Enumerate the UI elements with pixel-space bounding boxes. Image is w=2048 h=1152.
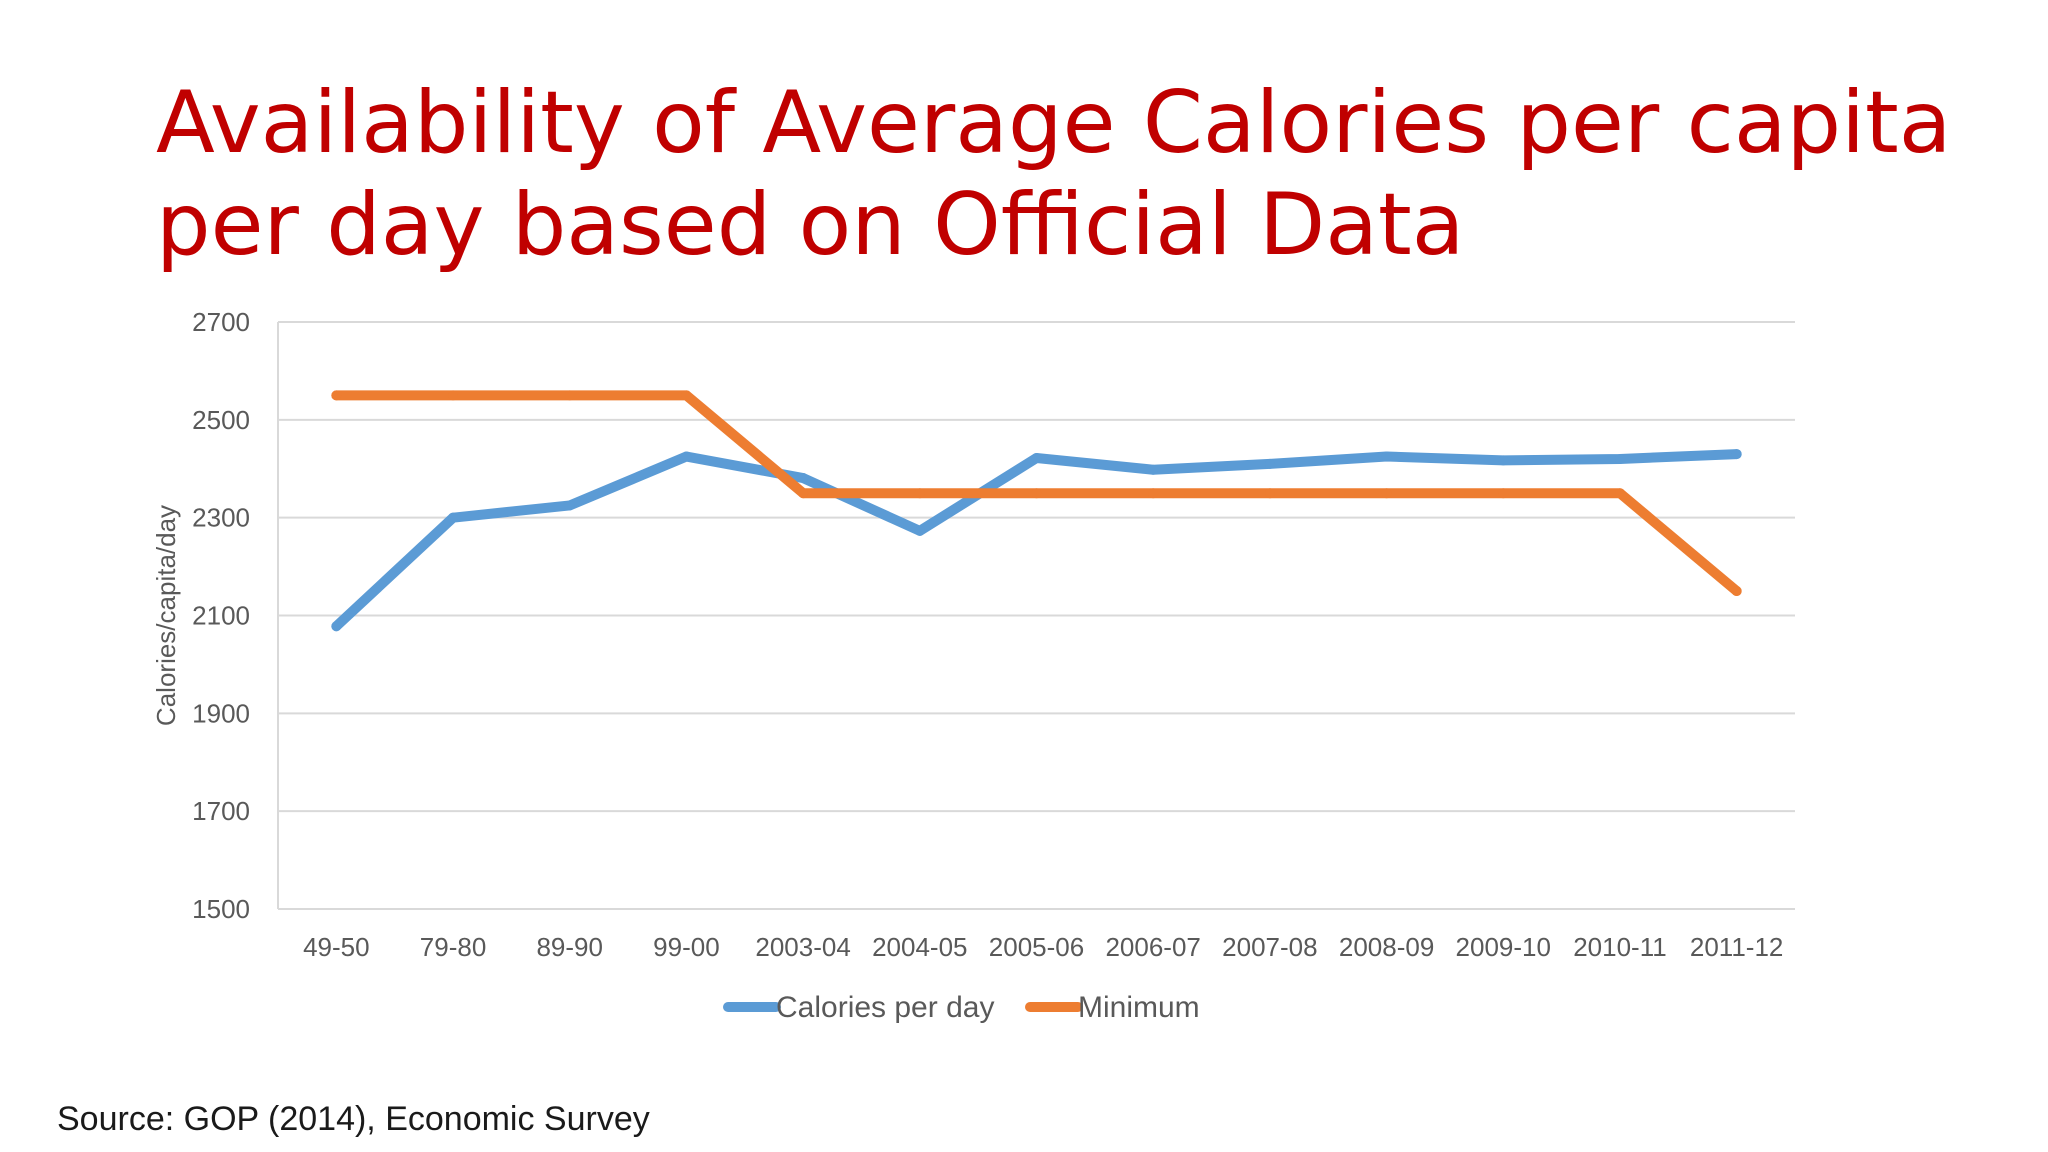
data-point xyxy=(1381,451,1392,462)
data-point xyxy=(914,488,925,499)
data-point xyxy=(1148,488,1159,499)
x-tick-label: 79-80 xyxy=(420,932,487,962)
y-tick-label: 2100 xyxy=(192,601,250,631)
data-point xyxy=(914,525,925,536)
x-tick-label: 2011-12 xyxy=(1690,932,1784,962)
y-tick-label: 2500 xyxy=(192,405,250,435)
slide-title: Availability of Average Calories per cap… xyxy=(156,73,1952,275)
x-tick-label: 2003-04 xyxy=(755,932,850,962)
data-point xyxy=(1498,488,1509,499)
x-tick-label: 2004-05 xyxy=(872,932,967,962)
data-point xyxy=(331,621,342,632)
calories-line-chart: 1500 1700 1900 2100 2300 2500 2700 49-50 79-80 8… xyxy=(151,307,1795,1024)
legend-label: Calories per day xyxy=(776,991,994,1024)
y-tick-label: 2700 xyxy=(192,307,250,337)
data-point xyxy=(1614,453,1625,464)
data-point xyxy=(448,512,459,523)
y-axis-title: Calories/capita/day xyxy=(151,505,181,726)
x-tick-label: 2007-08 xyxy=(1222,932,1317,962)
data-point xyxy=(1031,488,1042,499)
x-tick-label: 2009-10 xyxy=(1456,932,1551,962)
series-line-1 xyxy=(331,449,1742,632)
data-point xyxy=(1031,452,1042,463)
data-point xyxy=(564,500,575,511)
x-tick-label: 49-50 xyxy=(303,932,370,962)
y-tick-label: 2300 xyxy=(192,503,250,533)
data-point xyxy=(1731,449,1742,460)
series-lines xyxy=(331,390,1742,632)
data-point xyxy=(1264,488,1275,499)
data-point xyxy=(1614,488,1625,499)
x-tick-label: 2006-07 xyxy=(1105,932,1200,962)
data-point xyxy=(1498,455,1509,466)
data-point xyxy=(681,451,692,462)
gridlines xyxy=(277,321,1795,910)
legend-label: Minimum xyxy=(1078,991,1200,1024)
x-tick-label: 89-90 xyxy=(536,932,603,962)
data-point xyxy=(448,390,459,401)
x-tick-label: 99-00 xyxy=(653,932,720,962)
x-tick-label: 2008-09 xyxy=(1339,932,1434,962)
y-tick-label: 1900 xyxy=(192,698,250,728)
data-point xyxy=(331,390,342,401)
y-tick-label: 1500 xyxy=(192,894,250,924)
data-point xyxy=(1148,464,1159,475)
data-point xyxy=(564,390,575,401)
y-tick-label: 1700 xyxy=(192,796,250,826)
y-axis-ticks: 1500 1700 1900 2100 2300 2500 2700 xyxy=(192,307,250,924)
data-point xyxy=(1381,488,1392,499)
x-tick-label: 2010-11 xyxy=(1573,932,1667,962)
legend: Calories per day Minimum xyxy=(723,991,1200,1024)
data-point xyxy=(798,488,809,499)
data-point xyxy=(1264,458,1275,469)
data-point xyxy=(798,473,809,484)
x-tick-label: 2005-06 xyxy=(989,932,1084,962)
x-axis-ticks: 49-50 79-80 89-90 99-00 2003-04 2004-05 2005-0… xyxy=(303,932,1783,962)
data-point xyxy=(1731,586,1742,597)
source-note: Source: GOP (2014), Economic Survey xyxy=(57,1100,650,1138)
data-point xyxy=(681,390,692,401)
